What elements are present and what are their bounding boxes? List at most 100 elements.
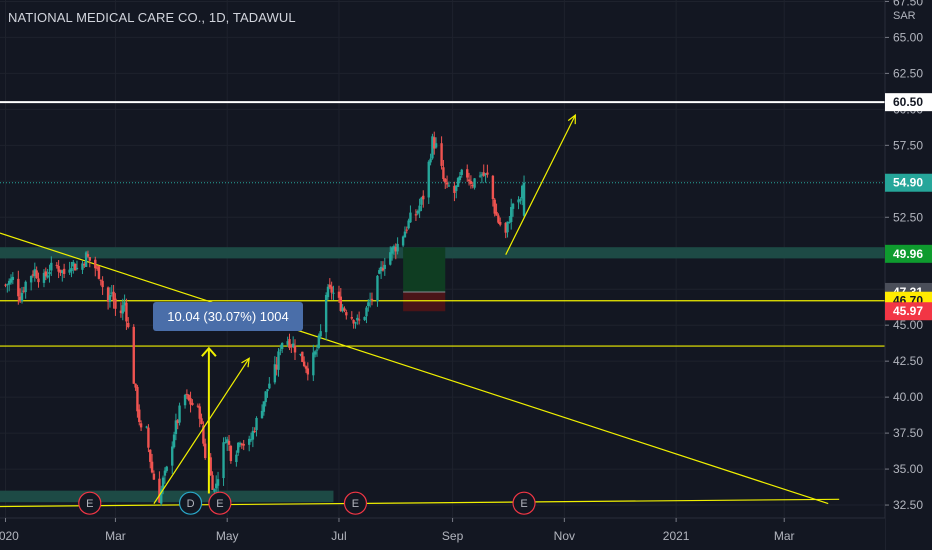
price-label-bg (885, 93, 932, 112)
candle-body (235, 454, 238, 463)
candle-body (55, 264, 59, 266)
candle-body (183, 394, 187, 406)
price-tick-label: 57.50 (893, 138, 923, 152)
candle-body (50, 262, 53, 271)
measure-tooltip: 10.04 (30.07%) 1004 (153, 302, 303, 331)
time-tick-label: Mar (774, 529, 795, 543)
event-marker-label: E (216, 498, 223, 510)
candle-body (504, 222, 507, 233)
candle-body (125, 302, 128, 322)
candle-body (368, 300, 372, 302)
candle-body (277, 351, 280, 370)
candle-body (138, 409, 141, 422)
candle-body (266, 389, 269, 392)
candle-body (511, 203, 515, 209)
candle-body (172, 434, 176, 448)
candle-body (429, 158, 432, 163)
event-marker-label: E (520, 498, 527, 510)
candle-body (495, 211, 498, 216)
time-tick-label: Nov (554, 529, 575, 543)
candle-body (178, 405, 181, 423)
candle-body (469, 181, 473, 184)
candle-body (491, 175, 495, 200)
candle-body (134, 383, 137, 388)
candle-body (161, 477, 165, 489)
candle-body (420, 197, 423, 205)
trend-arrow-0 (153, 357, 250, 504)
candle-body (286, 341, 289, 345)
time-tick-label: May (216, 529, 239, 543)
candle-body (22, 290, 26, 292)
time-tick-label: 2020 (0, 529, 19, 543)
candle-body (293, 345, 297, 353)
event-marker (78, 491, 102, 515)
candle-body (365, 307, 368, 317)
time-tick-label: Jul (331, 529, 346, 543)
candle-body (83, 264, 86, 266)
candle-body (119, 310, 123, 314)
candle-body (86, 254, 90, 257)
candle-body (88, 257, 91, 261)
candle-body (304, 366, 308, 369)
price-tick-label: 42.50 (893, 354, 923, 368)
trend-arrow-head-0 (241, 357, 250, 368)
price-label-bg (885, 173, 932, 192)
candle-body (29, 276, 33, 283)
candle-body (506, 221, 509, 233)
candle-body (251, 430, 255, 440)
candles (4, 131, 526, 506)
symbol-title: NATIONAL MEDICAL CARE CO., 1D, TADAWUL (8, 10, 296, 25)
candle-body (127, 322, 130, 327)
candle-body (101, 280, 104, 288)
candle-body (356, 317, 359, 321)
candle-body (20, 292, 24, 302)
candle-body (189, 398, 192, 405)
candle-body (94, 259, 97, 269)
candle-body (268, 383, 271, 389)
time-axis (0, 518, 885, 550)
candle-body (176, 420, 179, 424)
candle-body (35, 270, 38, 279)
candle-body (433, 137, 436, 149)
candle-body (236, 442, 240, 453)
candle-body (519, 199, 522, 201)
candle-body (367, 302, 370, 306)
candle-body (510, 207, 513, 223)
candle-body (444, 178, 447, 183)
candle-body (370, 298, 374, 300)
candle-body (213, 489, 216, 492)
time-tick-label: 2021 (663, 529, 690, 543)
candle-body (288, 339, 291, 348)
price-label: 45.97 (893, 304, 923, 318)
price-tick-label: 52.50 (893, 210, 923, 224)
candle-body (132, 326, 135, 384)
candle-body (332, 292, 335, 294)
candle-body (306, 368, 310, 375)
event-marker (208, 491, 232, 515)
candle-body (389, 252, 392, 265)
time-tick-label: Mar (105, 529, 126, 543)
candle-body (165, 466, 168, 471)
candle-body (313, 351, 317, 355)
candle-body (326, 286, 330, 298)
candle-body (376, 275, 379, 302)
candle-body (493, 199, 496, 214)
candle-body (383, 264, 386, 269)
candle-body (121, 305, 124, 314)
candle-body (174, 420, 178, 435)
candle-body (401, 236, 405, 246)
candle-body (328, 284, 332, 288)
candle-body (84, 252, 88, 267)
trend-arrow-head-1 (567, 113, 576, 125)
bottom-zone (0, 490, 334, 503)
price-label: 49.96 (893, 247, 923, 261)
candle-body (48, 272, 51, 275)
candle-body (442, 167, 445, 179)
candle-body (238, 442, 242, 445)
candle-body (247, 438, 251, 445)
candle-body (59, 269, 62, 273)
candle-body (467, 179, 471, 182)
price-tick-label: 45.00 (893, 318, 923, 332)
measure-arrow-head (201, 346, 217, 357)
